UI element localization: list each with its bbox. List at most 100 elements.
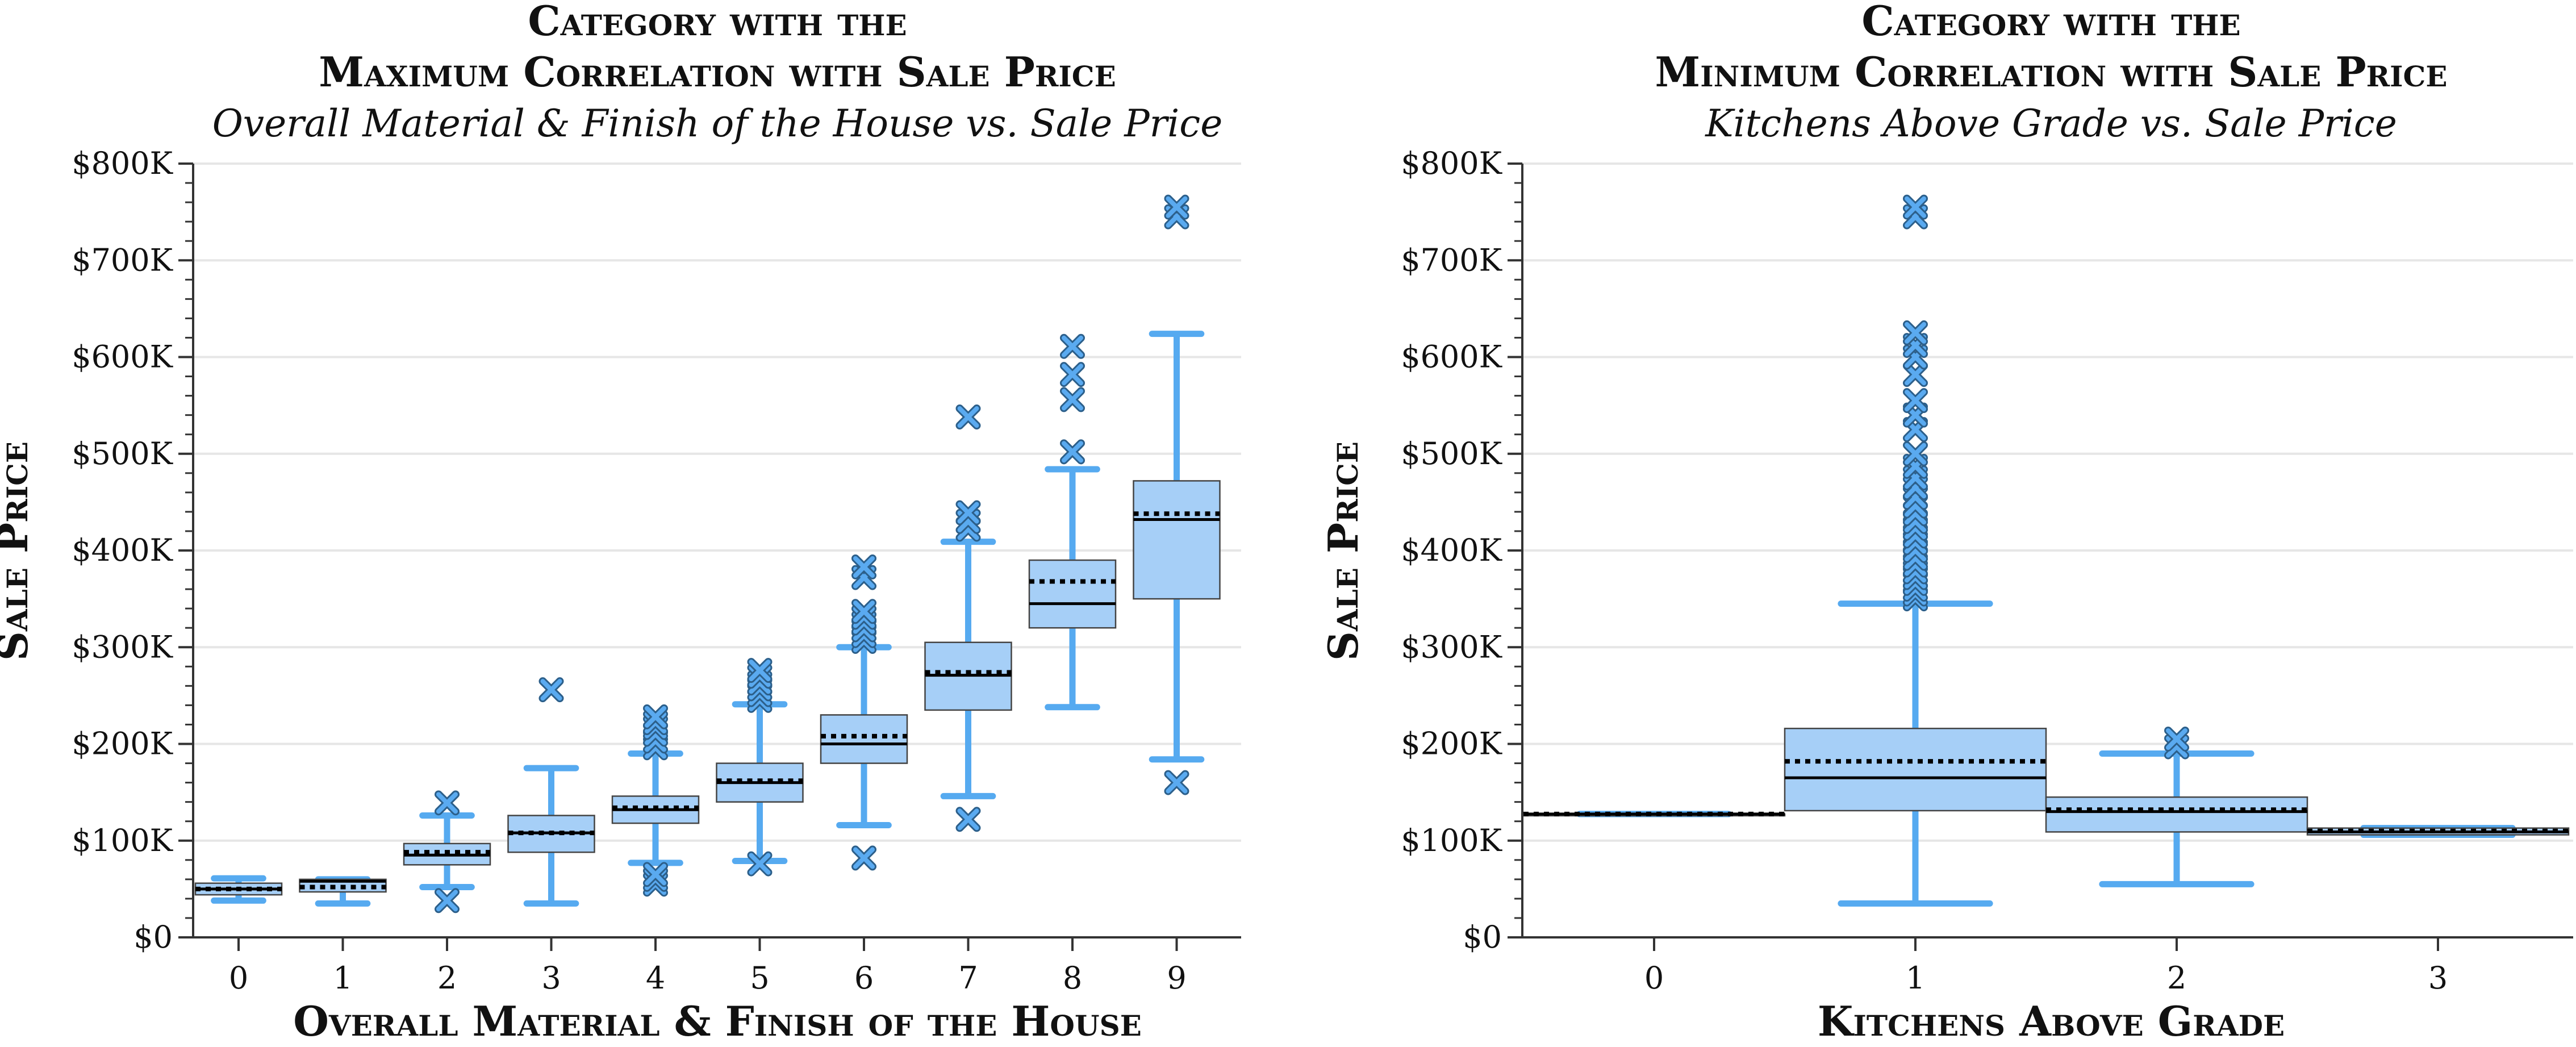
chart-subtitle: Kitchens Above Grade vs. Sale Price — [1705, 102, 2397, 145]
y-tick-label: $400K — [1401, 532, 1502, 568]
y-tick-label: $0 — [1463, 919, 1502, 955]
x-tick-label: 7 — [958, 960, 978, 996]
outlier-fill — [1166, 771, 1188, 794]
outlier-marker — [643, 862, 668, 887]
outlier-marker — [1060, 387, 1085, 412]
y-tick-label: $400K — [72, 532, 173, 568]
y-tick-label: $800K — [72, 145, 173, 181]
y-tick-label: $500K — [1401, 436, 1502, 472]
outlier-marker — [955, 500, 981, 525]
box-2 — [403, 790, 491, 913]
x-tick-label: 3 — [2428, 960, 2448, 996]
box-7 — [924, 404, 1012, 832]
box-5 — [716, 658, 804, 877]
outlier-fill — [645, 706, 666, 728]
iqr-box — [1784, 728, 2047, 812]
y-tick-label: $100K — [1401, 823, 1502, 858]
outlier-fill — [957, 502, 979, 524]
box-2 — [2045, 726, 2308, 887]
box-1 — [1784, 194, 2047, 907]
outlier-fill — [645, 864, 666, 886]
x-tick-label: 1 — [333, 960, 352, 996]
outlier-marker — [851, 554, 876, 579]
y-tick-label: $300K — [1401, 629, 1502, 665]
y-tick-label: $300K — [72, 629, 173, 665]
x-tick-label: 0 — [229, 960, 248, 996]
box-4 — [611, 704, 700, 897]
outlier-marker — [1060, 439, 1085, 465]
outlier-marker — [1060, 362, 1085, 387]
outlier-marker — [1903, 388, 1928, 414]
outlier-marker — [435, 888, 460, 913]
chart-title-line1: Category with the — [1861, 0, 2240, 45]
outlier-marker — [851, 845, 876, 871]
outlier-marker — [1060, 333, 1085, 359]
box-3 — [507, 677, 595, 907]
iqr-box — [1133, 480, 1221, 600]
x-tick-label: 2 — [437, 960, 457, 996]
outlier-fill — [1062, 441, 1083, 463]
y-tick-label: $200K — [1401, 726, 1502, 762]
box-0 — [1522, 811, 1786, 817]
y-tick-label: $500K — [72, 436, 173, 472]
iqr-box — [1028, 559, 1117, 629]
y-tick-label: $600K — [1401, 339, 1502, 375]
x-axis-label: Kitchens Above Grade — [1818, 997, 2285, 1045]
box-3 — [2306, 825, 2570, 839]
outlier-marker — [435, 790, 460, 816]
outlier-marker — [1903, 320, 1928, 345]
y-tick-label: $600K — [72, 339, 173, 375]
outlier-fill — [1062, 364, 1083, 386]
plot-area: $0 $100K $200K $300K $400K $500K $600K $700K $80… — [1401, 145, 2573, 996]
box-6 — [820, 554, 908, 871]
iqr-box — [2045, 796, 2308, 833]
outlier-fill — [853, 600, 875, 623]
y-tick-label: $0 — [133, 919, 173, 955]
y-axis-label: Sale Price — [0, 441, 37, 661]
outlier-marker — [955, 404, 981, 430]
box-8 — [1028, 333, 1117, 711]
plot-area: $0 $100K $200K $300K $400K $500K $600K $700K $80… — [72, 145, 1241, 996]
outlier-marker — [1164, 194, 1189, 220]
outlier-fill — [436, 890, 458, 912]
x-tick-label: 5 — [750, 960, 769, 996]
outlier-fill — [957, 808, 979, 831]
outlier-fill — [1905, 390, 1926, 412]
outlier-fill — [853, 847, 875, 869]
outlier-fill — [1166, 196, 1188, 218]
outlier-marker — [1903, 362, 1928, 387]
outlier-fill — [1905, 443, 1926, 465]
chart-title-line1: Category with the — [528, 0, 907, 45]
outlier-fill — [436, 792, 458, 814]
chart-title-line2: Minimum Correlation with Sale Price — [1655, 48, 2448, 96]
x-tick-label: 8 — [1063, 960, 1082, 996]
outlier-fill — [749, 660, 771, 682]
y-tick-label: $100K — [72, 823, 173, 858]
x-axis-label: Overall Material & Finish of the House — [293, 997, 1142, 1045]
panel-min-correlation: Category with the Minimum Correlation wi… — [1319, 0, 2573, 1045]
outlier-fill — [1062, 335, 1083, 357]
outlier-fill — [1905, 322, 1926, 344]
x-tick-label: 9 — [1167, 960, 1186, 996]
box-0 — [194, 875, 283, 904]
outlier-marker — [851, 599, 876, 624]
outlier-marker — [747, 851, 773, 877]
chart-subtitle: Overall Material & Finish of the House v… — [212, 102, 1223, 145]
chart-title-line2: Maximum Correlation with Sale Price — [319, 48, 1116, 96]
outlier-marker — [1164, 770, 1189, 795]
outlier-marker — [1903, 441, 1928, 466]
outlier-fill — [749, 853, 771, 875]
x-tick-label: 2 — [2167, 960, 2186, 996]
panel-max-correlation: Category with the Maximum Correlation wi… — [0, 0, 1241, 1045]
y-tick-label: $200K — [72, 726, 173, 762]
iqr-box — [820, 714, 908, 764]
outlier-marker — [747, 658, 773, 683]
x-tick-label: 4 — [646, 960, 665, 996]
x-tick-label: 3 — [541, 960, 561, 996]
outlier-marker — [538, 677, 564, 703]
outlier-fill — [540, 679, 562, 701]
outlier-marker — [643, 704, 668, 729]
x-tick-label: 6 — [854, 960, 874, 996]
y-tick-label: $700K — [1401, 242, 1502, 278]
